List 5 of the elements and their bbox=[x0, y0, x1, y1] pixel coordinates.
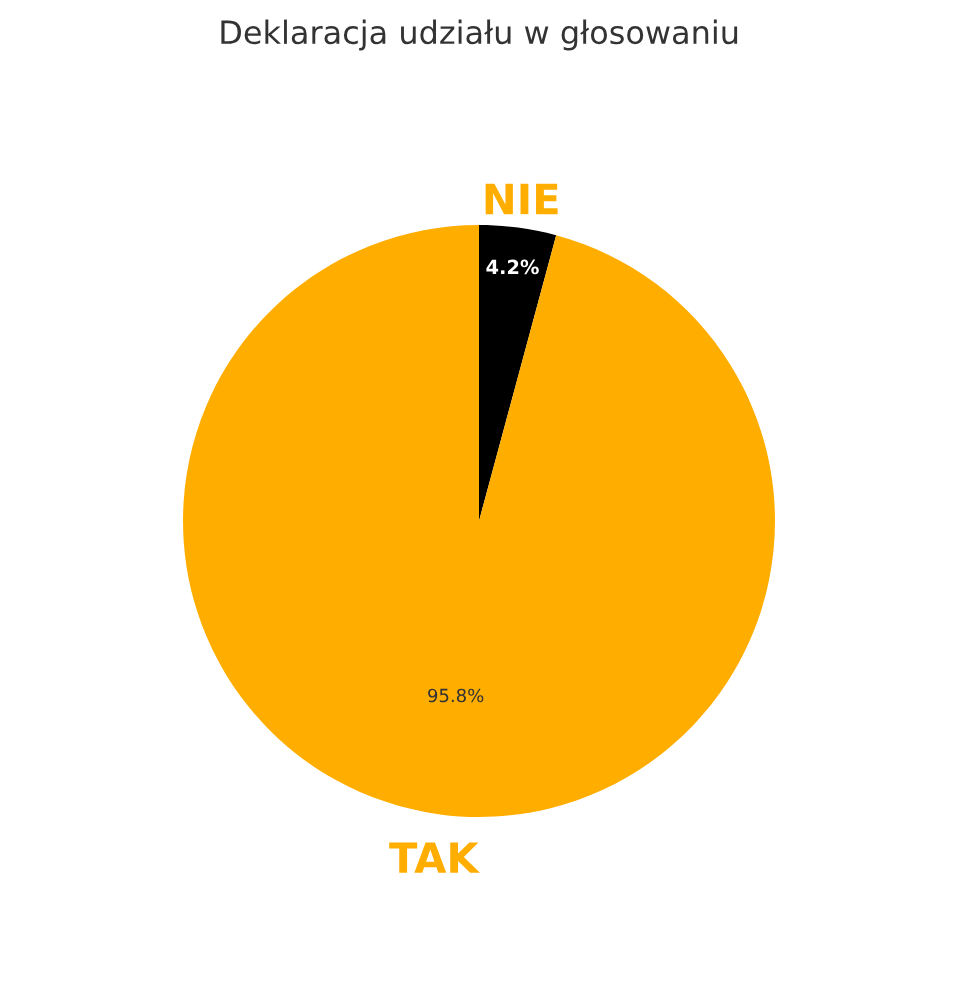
data-label: 95.8% bbox=[428, 688, 484, 703]
chart-title: Deklaracja udziału w głosowaniu bbox=[221, 19, 738, 51]
data-label: 4.2% bbox=[486, 259, 539, 275]
slice-label: TAK bbox=[389, 842, 480, 873]
slice-label: NIE bbox=[485, 183, 558, 215]
